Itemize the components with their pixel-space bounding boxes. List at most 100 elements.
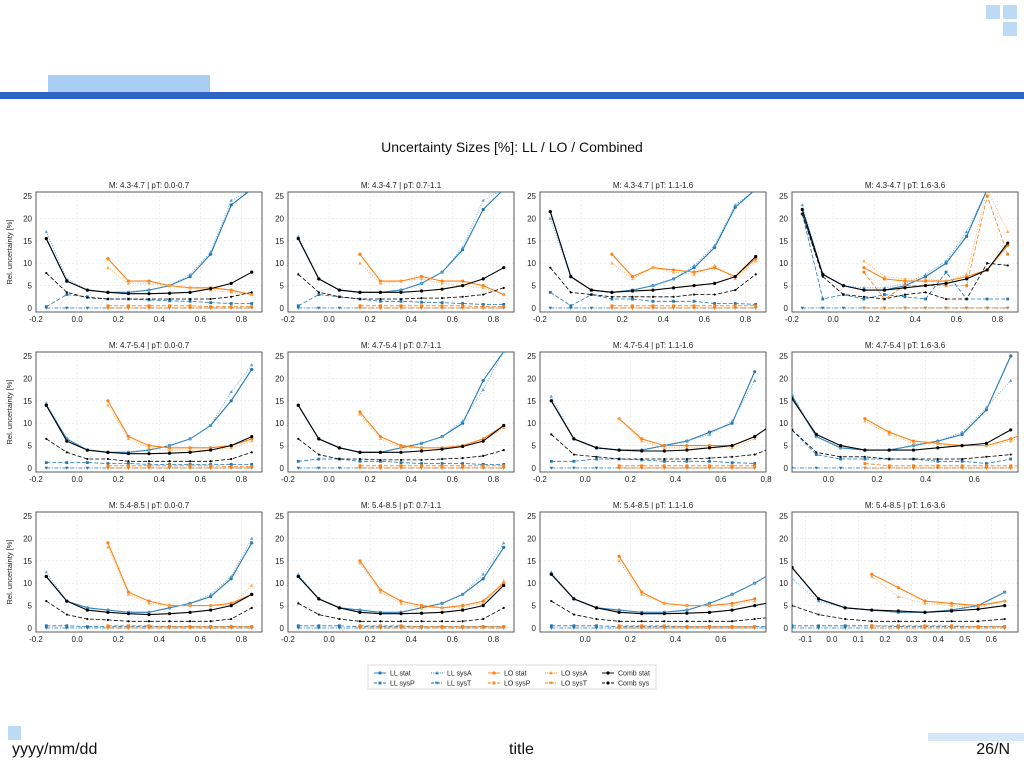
point-lo-sysT — [358, 466, 362, 470]
x-tick-label: 0.6 — [447, 315, 459, 324]
series-line-lo-stat — [611, 253, 757, 278]
point-ll-sysA — [147, 448, 151, 452]
point-comb-sys — [317, 453, 320, 456]
point-ll-sysT — [572, 626, 576, 630]
point-comb-sys — [708, 620, 711, 623]
point-lo-sysA — [106, 265, 110, 269]
point-lo-sysP — [440, 304, 444, 308]
point-ll-sysT — [776, 627, 779, 630]
series-line-ll-sysA — [297, 542, 505, 613]
point-lo-stat — [640, 590, 644, 594]
point-lo-sysP — [985, 464, 988, 468]
point-comb-stat — [617, 610, 621, 614]
series-line-lo-sysA — [871, 576, 1005, 609]
point-comb-stat — [923, 284, 928, 288]
point-comb-stat — [229, 281, 233, 285]
point-comb-sys — [379, 458, 382, 462]
point-lo-sysT — [1006, 306, 1010, 310]
point-ll-sysA — [911, 443, 916, 447]
series-line-lo-stat — [359, 560, 505, 609]
point-comb-stat — [419, 289, 424, 293]
footer-date: yyyy/mm/dd — [12, 741, 98, 758]
point-ll-sysT — [85, 466, 90, 470]
point-ll-sysP — [903, 295, 907, 299]
point-lo-sysT — [685, 466, 689, 470]
series-line-ll-sysP — [550, 291, 756, 307]
legend-marker — [549, 671, 553, 675]
point-ll-sysA — [733, 203, 737, 207]
point-ll-sysT — [838, 466, 843, 470]
point-ll-stat — [923, 275, 928, 279]
point-ll-sysP — [936, 459, 940, 463]
point-comb-sys — [897, 620, 900, 623]
point-lo-sysA — [936, 441, 940, 445]
point-lo-sysP — [250, 625, 254, 629]
point-ll-sysP — [296, 304, 300, 308]
point-lo-sysT — [378, 466, 383, 470]
point-ll-sysA — [188, 437, 192, 441]
point-ll-sysP — [985, 462, 988, 465]
panel-title: M: 5.4-8.5 | pT: 0.0-0.7 — [109, 501, 190, 510]
x-tick-label: 0.8 — [760, 475, 772, 484]
point-comb-sys — [461, 457, 464, 460]
point-lo-stat — [147, 599, 151, 603]
point-ll-sysA — [800, 203, 804, 207]
point-lo-sysT — [730, 466, 734, 470]
point-comb-sys — [147, 620, 151, 623]
x-tick-label: 0.6 — [986, 635, 998, 644]
point-ll-sysP — [730, 461, 734, 465]
point-lo-sysP — [685, 464, 689, 468]
point-lo-sysA — [502, 292, 506, 296]
y-tick-label: 0 — [784, 464, 789, 473]
x-tick-label: 0.2 — [879, 635, 891, 644]
point-lo-stat — [229, 601, 233, 605]
point-comb-sys — [127, 297, 130, 301]
y-tick-label: 0 — [784, 304, 789, 313]
point-lo-sysP — [985, 194, 989, 198]
point-comb-sys — [250, 451, 253, 454]
point-lo-stat — [887, 430, 891, 434]
point-ll-sysP — [1009, 457, 1013, 461]
point-comb-sys — [792, 604, 794, 607]
y-tick-label: 15 — [275, 557, 284, 566]
point-ll-sysP — [672, 299, 675, 303]
point-ll-sysP — [65, 624, 69, 628]
series-line-lo-sysP — [107, 465, 252, 468]
y-tick-label: 25 — [23, 512, 32, 521]
point-ll-sysP — [733, 302, 737, 305]
point-lo-stat — [692, 270, 696, 274]
point-comb-sys — [399, 620, 403, 623]
y-tick-label: 15 — [275, 237, 284, 246]
point-ll-sysA — [984, 405, 989, 409]
x-tick-label: 0.2 — [113, 315, 125, 324]
point-ll-sysT — [337, 306, 342, 310]
series-line-ll-stat — [792, 355, 1012, 451]
point-lo-sysP — [651, 304, 655, 308]
x-tick-label: 0.4 — [920, 475, 932, 484]
y-tick-label: 10 — [275, 259, 284, 268]
x-tick-label: -0.1 — [798, 635, 812, 644]
point-lo-sysA — [378, 281, 383, 285]
point-ll-sysP — [296, 459, 300, 463]
series-line-comb-sys — [46, 438, 252, 462]
x-tick-label: 0.0 — [580, 635, 592, 644]
point-lo-sysA — [985, 187, 988, 190]
point-lo-sysP — [936, 464, 940, 468]
point-lo-sysT — [126, 466, 131, 470]
series-line-lo-stat — [359, 253, 504, 296]
point-ll-sysA — [502, 541, 506, 545]
point-lo-sysA — [730, 446, 734, 450]
point-lo-sysP — [106, 624, 110, 628]
x-tick-label: 0.2 — [113, 475, 125, 484]
point-lo-sysT — [229, 306, 233, 310]
point-lo-sysT — [911, 466, 916, 470]
point-lo-sysT — [896, 626, 901, 630]
point-comb-stat — [337, 606, 341, 610]
point-lo-sysP — [358, 624, 362, 628]
title-rule — [0, 92, 1024, 99]
point-comb-sys — [685, 457, 689, 461]
x-tick-label: 0.6 — [969, 475, 981, 484]
point-comb-stat — [651, 288, 655, 292]
series-line-lo-sysA — [359, 562, 504, 609]
point-ll-sysP — [85, 625, 89, 629]
